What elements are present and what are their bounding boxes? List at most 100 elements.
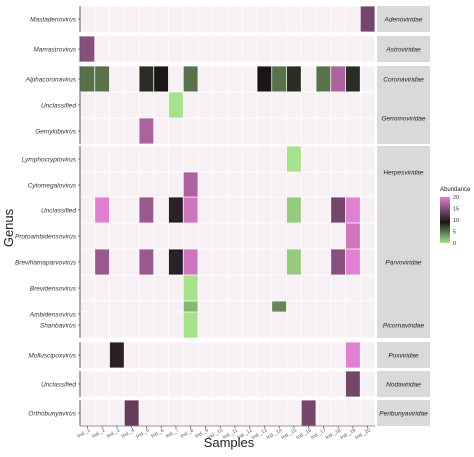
legend-tick-label: 0 bbox=[453, 241, 456, 247]
heatmap-cell bbox=[80, 36, 95, 62]
genus-label: Mamastrovirus bbox=[33, 47, 76, 54]
legend-tick-label: 20 bbox=[453, 195, 459, 201]
heatmap-cell bbox=[183, 172, 198, 198]
legend-tick-label: 5 bbox=[453, 230, 456, 236]
family-label: Peribunyaviridae bbox=[379, 411, 428, 418]
heatmap-cell bbox=[139, 66, 154, 92]
heatmap-cell bbox=[316, 66, 331, 92]
heatmap-cell bbox=[272, 66, 287, 92]
heatmap-cell bbox=[345, 249, 360, 275]
genus-label: Molluscipoxvirus bbox=[28, 353, 76, 360]
sample-label: Ind._4 bbox=[121, 427, 136, 439]
genus-label: Protoambidensovirus bbox=[15, 234, 77, 241]
legend-tick-label: 15 bbox=[453, 207, 459, 213]
family-label: Picornaviridae bbox=[383, 323, 425, 330]
facet-strip bbox=[377, 92, 430, 144]
y-axis-title: Genus bbox=[1, 208, 16, 247]
genus-label: Mastadenovirus bbox=[30, 17, 77, 24]
heatmap-cell bbox=[183, 249, 198, 275]
facet-strip bbox=[377, 146, 430, 198]
sample-label: Ind._5 bbox=[135, 427, 150, 439]
genus-label: Shanbavirus bbox=[40, 323, 77, 330]
facet-panel: Mastadenovirus Adenoviridae bbox=[30, 5, 430, 33]
facet-panel: Lymphocryptovirus Cytomegalovirus Herpesvi… bbox=[22, 145, 430, 199]
genus-label: Gemykibivirus bbox=[35, 129, 77, 136]
facet-strip bbox=[377, 342, 430, 368]
sample-label: Ind._1 bbox=[76, 427, 91, 439]
heatmap-cell bbox=[183, 275, 198, 301]
facet-panel: Orthobunyavirus Peribunyaviridae bbox=[28, 399, 430, 427]
heatmap-cell bbox=[139, 118, 154, 144]
heatmap-cell bbox=[95, 197, 110, 223]
family-label: Parvoviridae bbox=[385, 260, 422, 267]
genus-label: Alphacoronavirus bbox=[25, 77, 77, 84]
x-axis-title: Samples bbox=[204, 435, 255, 450]
heatmap-cell bbox=[345, 342, 360, 368]
sample-label: Ind._15 bbox=[280, 427, 298, 441]
facet-panel: Molluscipoxvirus Poxviridae bbox=[28, 341, 430, 369]
heatmap-cell bbox=[345, 371, 360, 397]
heatmap-cell bbox=[168, 92, 183, 118]
facet-strip bbox=[377, 66, 430, 92]
facet-panel: Mamastrovirus Astroviridae bbox=[33, 35, 430, 63]
heatmap-cell bbox=[95, 66, 110, 92]
heatmap-cell bbox=[183, 197, 198, 223]
heatmap-cell bbox=[331, 249, 346, 275]
facet-strip bbox=[377, 371, 430, 397]
sample-label: Ind._14 bbox=[266, 427, 284, 441]
sample-label: Ind._7 bbox=[165, 427, 180, 439]
family-label: Adenoviridae bbox=[384, 17, 423, 24]
heatmap-cell bbox=[286, 146, 301, 172]
heatmap-cell bbox=[331, 66, 346, 92]
legend-title: Abundance bbox=[440, 187, 471, 193]
heatmap-cell bbox=[183, 312, 198, 338]
heatmap-cell bbox=[183, 66, 198, 92]
heatmap-cell bbox=[154, 66, 169, 92]
family-label: Nodaviridae bbox=[386, 382, 421, 389]
facet-strip bbox=[377, 312, 430, 338]
heatmap-cell bbox=[345, 197, 360, 223]
sample-label: Ind._18 bbox=[325, 427, 343, 441]
heatmap-cell bbox=[168, 249, 183, 275]
heatmap-cell bbox=[286, 66, 301, 92]
facet-panel: Unclassified Protoambidensovirus Brevihama… bbox=[15, 196, 430, 328]
facet-panel: Unclassified Gemykibivirus Genomoviridae bbox=[35, 91, 430, 145]
facet-panel: Shanbavirus Picornaviridae bbox=[40, 311, 430, 339]
sample-label: Ind._3 bbox=[106, 427, 121, 439]
legend-ticks: 20 15 10 5 0 bbox=[453, 195, 459, 247]
heatmap-cell bbox=[286, 249, 301, 275]
heatmap-cell bbox=[345, 66, 360, 92]
heatmap-cell bbox=[109, 342, 124, 368]
facet-strip bbox=[377, 36, 430, 62]
family-label: Poxviridae bbox=[388, 353, 419, 360]
heatmap-cell bbox=[139, 249, 154, 275]
heatmap-cell bbox=[257, 66, 272, 92]
family-label: Genomoviridae bbox=[381, 116, 425, 123]
heatmap-cell bbox=[345, 223, 360, 249]
heatmap-cell bbox=[80, 66, 95, 92]
heatmap-cell bbox=[286, 197, 301, 223]
genus-label: Brevidensovirus bbox=[30, 286, 77, 293]
genus-label: Unclassified bbox=[41, 208, 76, 215]
family-label: Coronaviridae bbox=[383, 77, 424, 84]
genus-label: Unclassified bbox=[41, 103, 76, 110]
sample-label: Ind._17 bbox=[310, 427, 328, 441]
sample-label: Ind._16 bbox=[295, 427, 313, 441]
facet-strip bbox=[377, 400, 430, 426]
legend-colorbar bbox=[440, 197, 450, 243]
family-label: Herpesviridae bbox=[383, 170, 423, 177]
sample-label: Ind._2 bbox=[91, 427, 106, 439]
genus-label: Cytomegalovirus bbox=[28, 183, 77, 190]
heatmap-cell bbox=[331, 197, 346, 223]
heatmap-cell bbox=[360, 6, 375, 32]
heatmap-cell bbox=[139, 197, 154, 223]
facet-panel: Unclassified Nodaviridae bbox=[41, 370, 430, 398]
legend-tick-label: 10 bbox=[453, 218, 459, 224]
sample-label: Ind._6 bbox=[150, 427, 165, 439]
genus-label: Ambidensovirus bbox=[29, 312, 77, 319]
heatmap-cell bbox=[301, 400, 316, 426]
sample-label: Ind._8 bbox=[180, 427, 195, 439]
family-label: Astroviridae bbox=[385, 47, 421, 54]
heatmap-cell bbox=[168, 197, 183, 223]
